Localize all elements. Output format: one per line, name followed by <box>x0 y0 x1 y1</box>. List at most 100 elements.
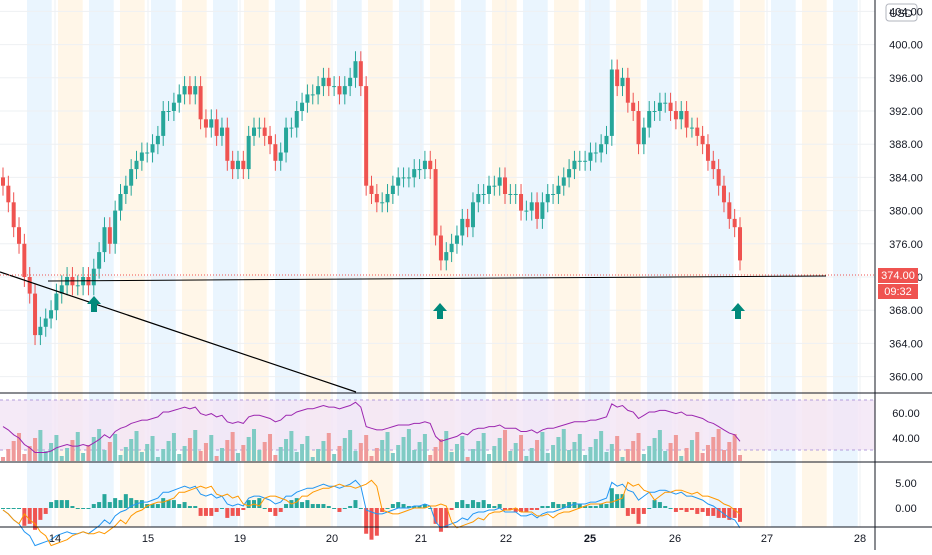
volume-bar <box>652 438 657 461</box>
candle-up <box>641 127 646 145</box>
candle-up <box>460 218 465 236</box>
macd-histogram-bar <box>497 504 502 508</box>
volume-bar <box>460 436 465 461</box>
candle-up <box>353 61 358 78</box>
volume-bar <box>235 453 240 461</box>
macd-histogram-bar <box>620 494 625 508</box>
macd-histogram-bar <box>561 504 566 508</box>
candle-down <box>636 111 641 145</box>
volume-bar <box>219 448 224 461</box>
macd-histogram-bar <box>150 504 155 508</box>
macd-histogram-bar <box>316 504 321 508</box>
macd-histogram-bar <box>155 504 160 508</box>
macd-histogram-bar <box>86 508 91 509</box>
volume-bar <box>171 433 176 461</box>
volume-bar <box>177 454 182 461</box>
volume-bar <box>134 431 139 461</box>
candle-down <box>465 218 470 228</box>
volume-bar <box>22 454 27 461</box>
macd-histogram-bar <box>503 508 508 510</box>
macd-histogram-bar <box>369 508 374 540</box>
volume-bar <box>433 447 438 461</box>
price-tick-label: 400.00 <box>889 40 923 52</box>
volume-bar <box>551 445 556 461</box>
macd-histogram-bar <box>337 508 342 512</box>
volume-bar <box>620 457 625 461</box>
candle-up <box>91 268 96 286</box>
volume-bar <box>615 436 620 461</box>
volume-bar <box>727 442 732 461</box>
macd-histogram-bar <box>284 504 289 508</box>
candle-up <box>545 194 550 203</box>
volume-bar <box>540 432 545 461</box>
macd-histogram-bar <box>449 508 454 510</box>
macd-histogram-bar <box>625 508 630 516</box>
volume-bar <box>289 431 294 461</box>
candle-up <box>647 111 652 128</box>
last-price-tag <box>878 268 918 283</box>
candle-down <box>711 160 716 170</box>
volume-bar <box>567 450 572 461</box>
macd-histogram-bar <box>417 506 422 508</box>
volume-bar <box>187 438 192 461</box>
candle-down <box>33 293 38 336</box>
candle-up <box>529 202 534 211</box>
macd-histogram-bar <box>657 502 662 508</box>
macd-histogram-bar <box>11 508 16 509</box>
candle-down <box>369 185 374 194</box>
candle-down <box>374 194 379 203</box>
candle-down <box>503 177 508 194</box>
candle-up <box>316 86 321 95</box>
macd-histogram-bar <box>1 508 5 509</box>
candle-down <box>273 144 278 161</box>
volume-bar <box>348 430 353 461</box>
time-tick-label: 21 <box>415 533 427 545</box>
rsi-tick-label: 40.00 <box>892 433 920 445</box>
macd-histogram-bar <box>545 506 550 508</box>
candle-down <box>438 235 443 261</box>
volume-bar <box>145 444 150 461</box>
macd-line <box>2 479 741 547</box>
volume-bar <box>695 432 700 461</box>
macd-histogram-bar <box>684 508 689 512</box>
macd-histogram-bar <box>241 508 246 510</box>
macd-histogram-bar <box>81 508 86 509</box>
macd-histogram-bar <box>113 498 118 508</box>
volume-bar <box>59 456 64 461</box>
macd-histogram-bar <box>567 502 572 508</box>
macd-histogram-bar <box>182 502 187 508</box>
volume-bar <box>716 429 721 461</box>
candle-up <box>396 177 401 186</box>
volume-bar <box>70 440 75 461</box>
volume-bar <box>711 437 716 461</box>
candle-up <box>123 185 128 194</box>
currency-box[interactable] <box>885 3 918 22</box>
volume-bar <box>161 449 166 461</box>
macd-histogram-bar <box>689 508 694 510</box>
macd-histogram-bar <box>673 508 678 512</box>
candle-down <box>732 218 737 228</box>
candle-down <box>535 202 540 219</box>
volume-bar <box>316 449 321 461</box>
volume-bar <box>118 455 123 461</box>
candle-up <box>305 94 310 103</box>
candle-up <box>583 160 588 162</box>
macd-histogram-bar <box>17 508 22 509</box>
price-tick-label: 384.00 <box>889 172 923 184</box>
volume-bar <box>449 452 454 461</box>
volume-bar <box>364 435 369 461</box>
macd-histogram-bar <box>332 508 337 509</box>
macd-histogram-bar <box>465 504 470 508</box>
candle-up <box>182 86 187 95</box>
volume-bar <box>252 429 257 461</box>
volume-bar <box>6 449 11 461</box>
macd-histogram-bar <box>444 508 449 528</box>
macd-histogram-bar <box>246 500 251 508</box>
candle-up <box>161 111 166 136</box>
macd-histogram-bar <box>599 504 604 508</box>
volume-bar <box>668 443 673 461</box>
macd-histogram-bar <box>171 500 176 508</box>
candle-up <box>177 94 182 103</box>
